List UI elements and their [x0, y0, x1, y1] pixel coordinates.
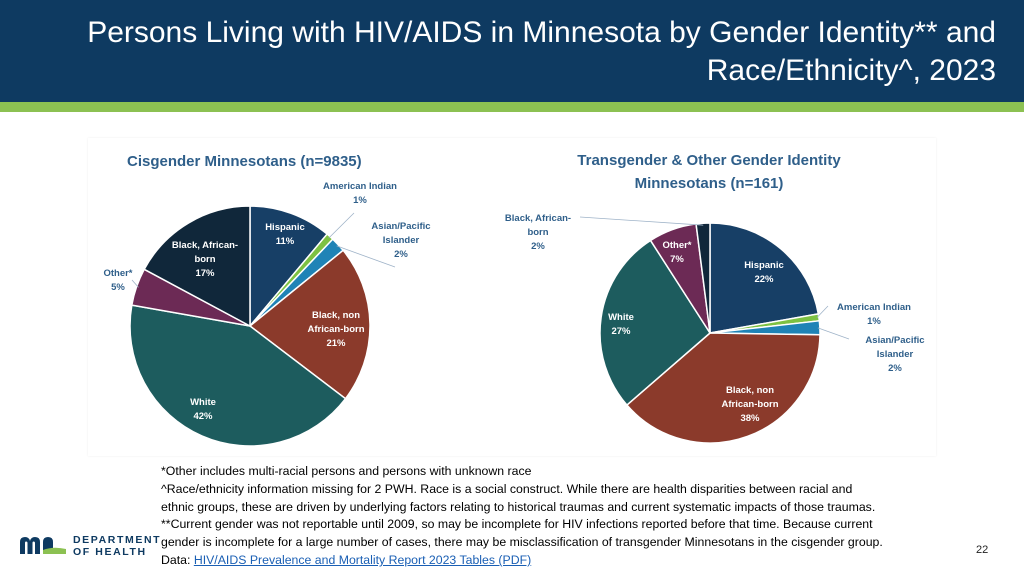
footnote-race-cont: ethnic groups, these are driven by under…: [161, 499, 876, 514]
leader-line-other: [131, 279, 139, 288]
slice-label-black-african-born: Black, African-born 2%: [505, 213, 571, 252]
slice-label-black-african-born: Black, African-born 17%: [172, 240, 238, 279]
footnotes: *Other includes multi-racial persons and…: [161, 463, 981, 570]
pie-slice-black-african-born: [695, 222, 711, 334]
mdh-logo-text: DEPARTMENT OF HEALTH: [73, 534, 161, 558]
mdh-logo-mark-icon: [20, 537, 66, 554]
slice-label-hispanic: Hispanic 11%: [265, 222, 305, 247]
slide-title-line-2: Race/Ethnicity^, 2023: [706, 54, 996, 87]
slice-label-hispanic: Hispanic 22%: [744, 260, 784, 285]
header-accent-stripe: [0, 102, 1024, 112]
slide-header: [0, 0, 1024, 102]
slice-label-asian-pacific-islander: Asian/Pacific Islander 2%: [371, 221, 430, 260]
pie-chart-transgender: Hispanic 22% American Indian 1% Asian/Pacifi…: [505, 213, 925, 444]
pie-slice-white: [129, 304, 347, 447]
mdh-logo: DEPARTMENT OF HEALTH: [18, 534, 161, 560]
slice-label-asian-pacific-islander: Asian/Pacific Islander 2%: [865, 335, 924, 374]
footnote-other: *Other includes multi-racial persons and…: [161, 464, 532, 478]
pie-slice-black-non-african-born: [248, 249, 371, 400]
data-source-link[interactable]: HIV/AIDS Prevalence and Mortality Report…: [193, 552, 532, 567]
pie-charts: Cisgender Minnesotans (n=9835) Transgend…: [103, 152, 925, 447]
footnote-gender-cont: gender is incomplete for a large number …: [161, 535, 883, 550]
footnote-gender: **Current gender was not reportable unti…: [161, 517, 873, 532]
slice-label-american-indian: American Indian 1%: [323, 181, 397, 206]
pie-slice-hispanic: [709, 222, 820, 334]
slide-title: Persons Living with HIV/AIDS in Minnesot…: [36, 14, 996, 90]
slide-title-line-1: Persons Living with HIV/AIDS in Minnesot…: [87, 16, 996, 49]
page-number: 22: [976, 544, 989, 556]
slice-label-other: Other* 7%: [662, 240, 691, 265]
pie-slice-white: [599, 239, 711, 407]
slice-label-other: Other* 5%: [103, 268, 132, 293]
logo-line-1: DEPARTMENT: [73, 534, 162, 546]
logo-line-2: OF HEALTH: [73, 546, 147, 558]
leader-line-asian-pacific-islander: [817, 327, 850, 340]
pie-chart-cisgender: Hispanic 11% American Indian 1% Asian/Pacifi…: [103, 181, 431, 447]
footnote-race: ^Race/ethnicity information missing for …: [161, 481, 853, 496]
pie-slice-hispanic: [249, 205, 329, 329]
leader-line-black-african-born: [579, 216, 704, 226]
chart-2-title-line-2: Minnesotans (n=161): [635, 175, 784, 192]
chart-2-title-line-1: Transgender & Other Gender Identity: [577, 152, 841, 169]
chart-1-title: Cisgender Minnesotans (n=9835): [127, 153, 362, 170]
slice-label-american-indian: American Indian 1%: [837, 302, 911, 327]
slice-label-white: White 27%: [608, 312, 634, 337]
slice-label-black-non-african-born: Black, non African-born 21%: [308, 310, 365, 349]
pie-slice-black-african-born: [143, 205, 251, 328]
leader-line-asian-pacific-islander: [336, 245, 396, 268]
data-source-prefix: Data:: [161, 552, 194, 567]
slice-label-black-non-african-born: Black, non African-born 38%: [722, 385, 779, 424]
slice-label-white: White 42%: [190, 397, 216, 422]
data-source: Data: HIV/AIDS Prevalence and Mortality …: [161, 552, 981, 570]
leader-line-american-indian: [816, 305, 829, 318]
leader-line-american-indian: [328, 212, 355, 239]
pie-slice-black-non-african-born: [625, 332, 821, 444]
